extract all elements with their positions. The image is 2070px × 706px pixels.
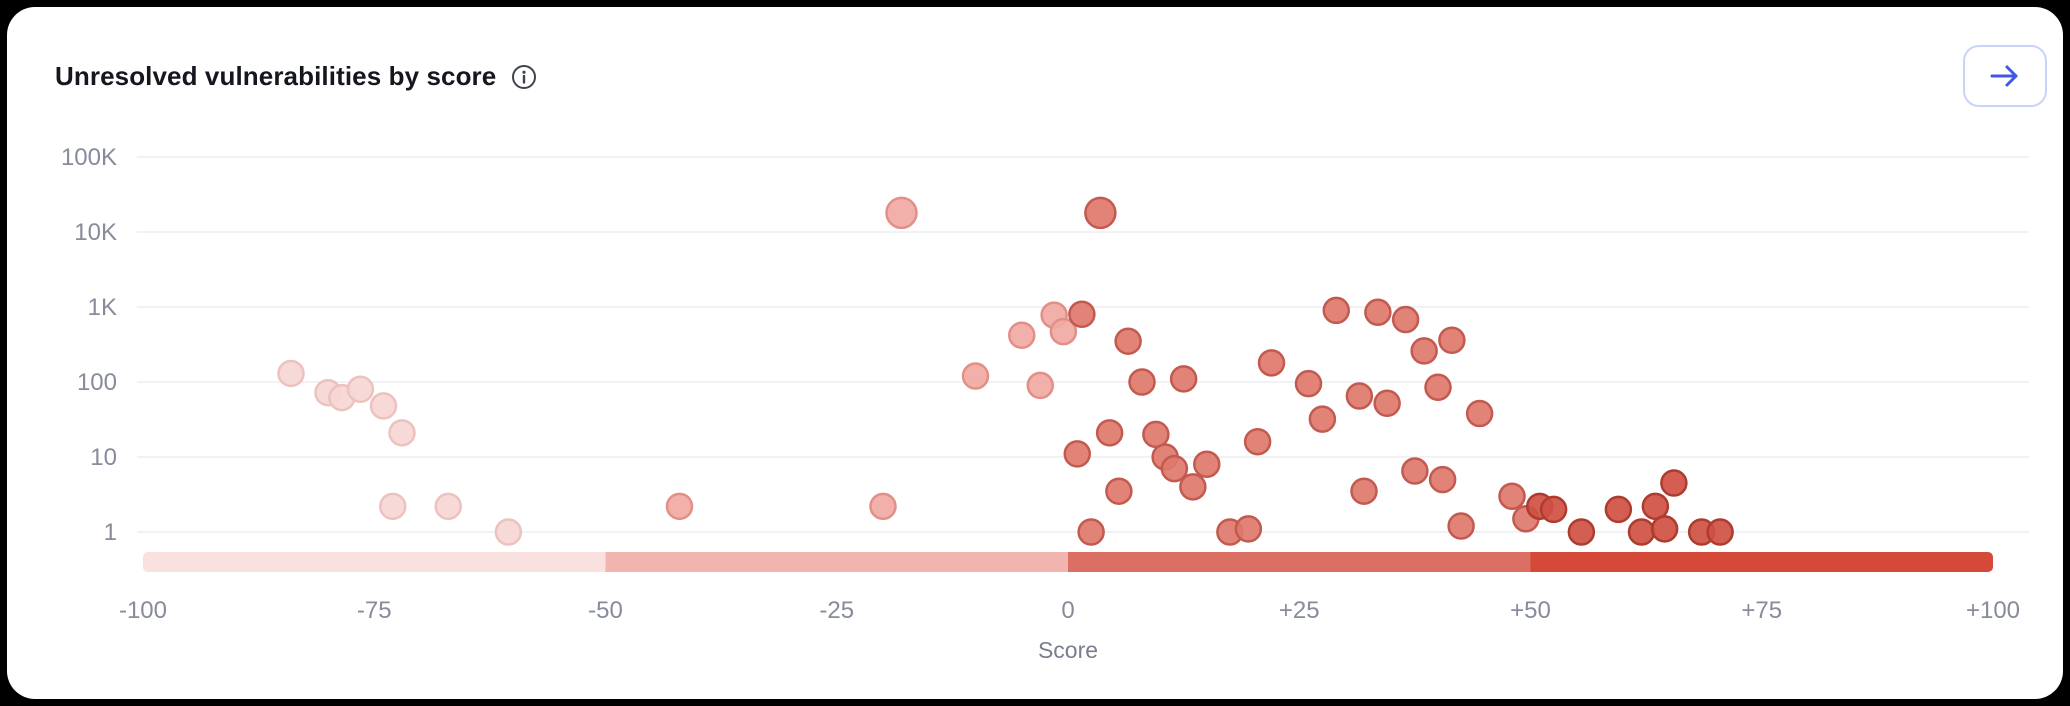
x-tick-label: -75 <box>357 597 392 624</box>
scatter-point[interactable] <box>1567 518 1596 546</box>
scatter-point[interactable] <box>1498 482 1526 510</box>
scatter-chart: 1 10 100 1K 10K 100K -100 -75 -50 -25 0 +25 +50 +75 +1… <box>61 144 2029 663</box>
y-tick-label: 100K <box>61 144 117 171</box>
scatter-point[interactable] <box>1294 369 1323 398</box>
y-tick-label: 1 <box>104 519 117 546</box>
scatter-point[interactable] <box>434 492 462 521</box>
scatter-point[interactable] <box>1160 454 1189 483</box>
scatter-point[interactable] <box>1373 389 1401 418</box>
scatter-point[interactable] <box>1345 382 1374 410</box>
scatter-point[interactable] <box>369 392 398 420</box>
scatter-point[interactable] <box>1438 326 1466 355</box>
y-tick-label: 100 <box>77 369 117 396</box>
scatter-point[interactable] <box>1179 473 1207 501</box>
x-tick-label: -25 <box>819 597 854 624</box>
scatter-point[interactable] <box>1424 373 1452 402</box>
chart-title: Unresolved vulnerabilities by score <box>55 61 497 91</box>
x-tick-label: +100 <box>1966 597 2020 624</box>
scatter-point[interactable] <box>1068 300 1096 329</box>
vulnerabilities-chart-card: Unresolved vulnerabilities by score 1 10 1… <box>7 7 2063 699</box>
scatter-point[interactable] <box>1169 365 1198 393</box>
chart-header: Unresolved vulnerabilities by score <box>55 61 538 92</box>
score-band-segment <box>605 552 1068 572</box>
score-band-segment <box>1530 552 1993 572</box>
scatter-point[interactable] <box>1539 495 1568 524</box>
scatter-point[interactable] <box>379 492 407 521</box>
expand-chart-button[interactable] <box>1963 45 2047 107</box>
scatter-point[interactable] <box>1447 512 1475 540</box>
scatter-point[interactable] <box>1428 465 1457 494</box>
scatter-point[interactable] <box>1234 515 1263 543</box>
scatter-point[interactable] <box>1008 321 1036 350</box>
scatter-point[interactable] <box>494 518 523 546</box>
scatter-point[interactable] <box>1641 492 1670 521</box>
info-icon[interactable] <box>510 63 538 91</box>
scatter-point[interactable] <box>1063 440 1091 468</box>
scatter-point[interactable] <box>1049 317 1078 346</box>
scatter-point[interactable] <box>1465 399 1494 428</box>
scatter-point[interactable] <box>1105 477 1133 505</box>
arrow-right-icon <box>1988 63 2022 89</box>
x-tick-label: +50 <box>1510 597 1551 624</box>
scatter-point[interactable] <box>1084 196 1117 230</box>
scatter-point[interactable] <box>869 492 897 521</box>
x-tick-label: 0 <box>1061 597 1074 624</box>
scatter-point[interactable] <box>1243 427 1272 456</box>
scatter-point[interactable] <box>1114 327 1142 355</box>
scatter-point[interactable] <box>1650 515 1679 543</box>
y-tick-label: 10K <box>74 219 117 246</box>
scatter-point[interactable] <box>1706 518 1734 546</box>
scatter-point[interactable] <box>1095 419 1124 447</box>
scatter-point[interactable] <box>665 492 694 521</box>
scatter-point[interactable] <box>1308 405 1337 433</box>
scatter-point[interactable] <box>1257 349 1286 377</box>
scatter-point[interactable] <box>1142 420 1170 449</box>
scatter-point[interactable] <box>1193 450 1221 479</box>
scatter-point[interactable] <box>388 419 416 447</box>
x-tick-label: +75 <box>1741 597 1782 624</box>
scatter-point[interactable] <box>1604 495 1633 524</box>
scatter-point[interactable] <box>346 375 375 404</box>
scatter-point[interactable] <box>1401 457 1429 485</box>
scatter-point[interactable] <box>1627 518 1656 546</box>
scatter-point[interactable] <box>1026 371 1054 400</box>
scatter-point[interactable] <box>1660 469 1688 497</box>
scatter-point[interactable] <box>1364 298 1392 327</box>
scatter-point[interactable] <box>1322 296 1350 325</box>
y-tick-label: 1K <box>88 294 117 321</box>
x-tick-label: -100 <box>119 597 167 624</box>
scatter-point[interactable] <box>277 359 305 388</box>
scatter-point[interactable] <box>1077 518 1105 546</box>
scatter-point[interactable] <box>1350 477 1378 505</box>
score-color-band <box>143 552 1993 572</box>
scatter-point[interactable] <box>1410 337 1438 365</box>
x-axis-label: Score <box>1038 637 1098 663</box>
x-tick-label: +25 <box>1279 597 1320 624</box>
y-tick-label: 10 <box>90 444 117 471</box>
score-band-segment <box>143 552 606 572</box>
scatter-point[interactable] <box>961 362 990 390</box>
scatter-point[interactable] <box>885 196 918 230</box>
scatter-point[interactable] <box>1128 368 1156 396</box>
x-tick-label: -50 <box>588 597 623 624</box>
score-band-segment <box>1068 552 1531 572</box>
scatter-point[interactable] <box>1391 305 1420 334</box>
